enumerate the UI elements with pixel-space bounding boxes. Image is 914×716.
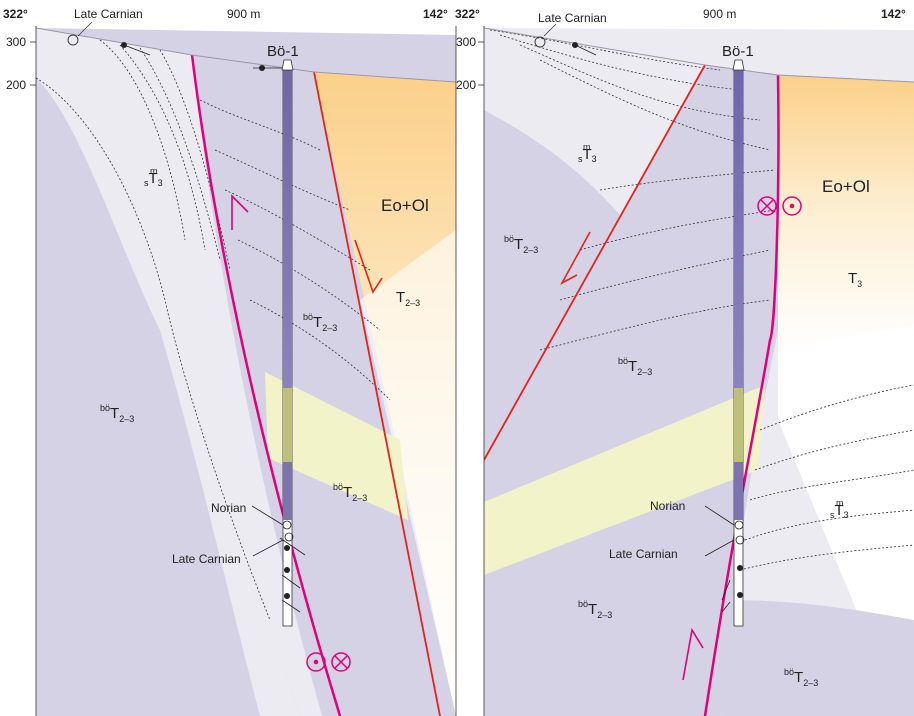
left-orange-unit	[314, 72, 456, 716]
right-unit-bo-T23-lower: böT2–3	[578, 599, 612, 620]
left-bedding-lines	[36, 39, 391, 621]
right-label-late-carnian-well: Late Carnian	[609, 547, 678, 561]
right-surface-markers	[534, 23, 597, 56]
left-label-eo-ol: Eo+Ol	[381, 196, 429, 215]
left-well-head	[281, 59, 294, 71]
right-yellow-band	[484, 385, 765, 575]
left-magenta-fault	[190, 54, 342, 716]
right-azimuth-right: 142°	[881, 7, 906, 21]
right-unit-sT3-lower: m sT3	[830, 498, 849, 520]
right-tick-200: 200	[456, 78, 476, 92]
right-well-purple-lower	[734, 462, 743, 520]
left-white-region	[360, 230, 456, 716]
right-distance-label: 900 m	[703, 7, 736, 21]
left-label-late-carnian-top: Late Carnian	[74, 7, 143, 21]
right-orange-unit	[778, 75, 914, 350]
right-well-head	[732, 59, 745, 71]
right-unit-sT3-upper: m sT3	[578, 142, 597, 164]
right-strike-slip-symbols	[757, 196, 802, 216]
right-tick-300: 300	[456, 35, 476, 49]
left-panel	[36, 21, 456, 716]
left-unit-bo-T23-lower: böT2–3	[333, 482, 367, 503]
left-azimuth-right: 142°	[423, 7, 448, 21]
left-arrow-up	[231, 194, 249, 230]
right-well-olive	[734, 388, 743, 462]
left-unit-bo-T23-upper: böT2–3	[303, 312, 337, 333]
left-unit-sT3: m sT3	[144, 166, 163, 188]
right-unit-bo-T23-mid: böT2–3	[618, 356, 652, 377]
left-strike-slip-symbols	[306, 652, 351, 672]
left-label-norian: Norian	[211, 501, 246, 515]
right-well-name: Bö-1	[722, 43, 754, 60]
left-well-markers	[251, 65, 306, 613]
left-distance-label: 900 m	[227, 7, 260, 21]
left-surface-markers	[67, 21, 151, 56]
left-well-purple	[283, 70, 292, 388]
left-light-unit	[36, 28, 322, 716]
right-lower-purple	[720, 600, 914, 716]
left-unit-bo-T23-left: böT2–3	[100, 403, 134, 424]
right-label-eo-ol: Eo+Ol	[822, 177, 870, 196]
right-azimuth-left: 322°	[455, 7, 480, 21]
left-well-olive	[283, 388, 292, 462]
left-arrow-down	[354, 239, 383, 294]
right-unit-bo-T23-left: böT2–3	[504, 234, 538, 255]
right-label-norian: Norian	[650, 499, 685, 513]
left-unit-T23-right: T2–3	[396, 289, 420, 308]
left-red-fault	[313, 71, 441, 716]
left-yellow-band	[265, 372, 408, 520]
left-well-name: Bö-1	[267, 43, 299, 60]
right-red-fault	[484, 64, 706, 461]
left-tick-200: 200	[6, 78, 26, 92]
right-purple-unit	[484, 65, 778, 716]
right-well-purple	[734, 70, 743, 388]
right-magenta-fault	[703, 74, 780, 716]
right-arrow-down	[560, 231, 591, 285]
right-unit-bo-T23-bottom: böT2–3	[784, 667, 818, 688]
right-unit-T3: T3	[848, 270, 862, 289]
left-well-purple-lower	[283, 462, 292, 520]
left-tick-300: 300	[6, 35, 26, 49]
left-label-late-carnian-well: Late Carnian	[172, 552, 241, 566]
right-panel	[484, 23, 914, 716]
left-topography	[36, 27, 456, 83]
left-azimuth-left: 322°	[3, 7, 28, 21]
right-arrow-up	[682, 627, 704, 681]
right-label-late-carnian-top: Late Carnian	[538, 11, 607, 25]
right-well-markers	[704, 505, 745, 613]
left-light-unit-lower	[160, 330, 300, 716]
